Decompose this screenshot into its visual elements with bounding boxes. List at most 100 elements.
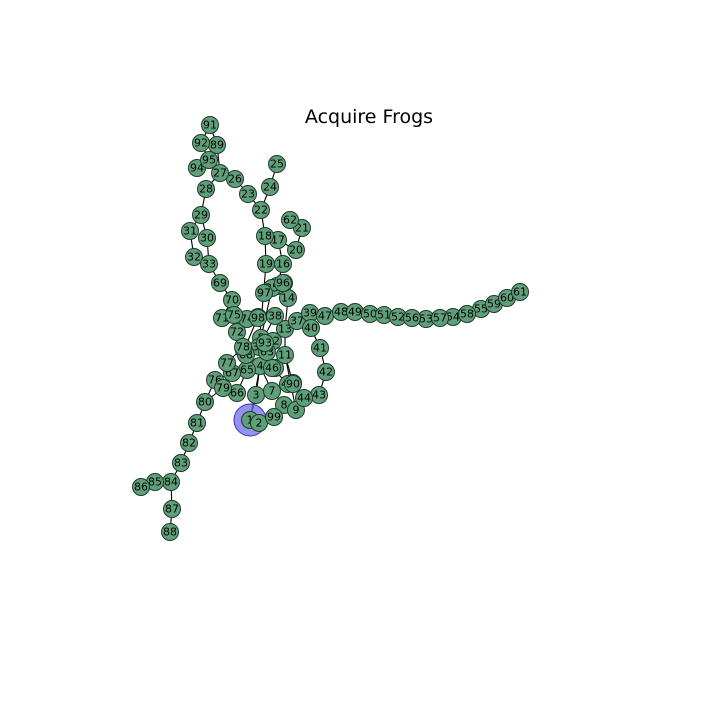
graph-node-16: 16 xyxy=(274,255,292,273)
node-label: 97 xyxy=(257,287,271,300)
node-circle xyxy=(274,274,292,292)
graph-node-82: 82 xyxy=(180,434,198,452)
graph-node-93: 93 xyxy=(256,334,274,352)
node-label: 16 xyxy=(276,258,290,271)
node-label: 51 xyxy=(377,309,391,322)
node-label: 47 xyxy=(318,310,332,323)
graph-node-40: 40 xyxy=(302,319,320,337)
node-label: 98 xyxy=(251,312,265,325)
graph-node-19: 19 xyxy=(257,255,275,273)
node-label: 70 xyxy=(225,294,239,307)
node-label: 93 xyxy=(258,337,272,350)
node-circle xyxy=(403,309,421,327)
node-label: 41 xyxy=(313,342,327,355)
node-label: 24 xyxy=(263,181,277,194)
node-label: 8 xyxy=(281,399,288,412)
node-circle xyxy=(268,155,286,173)
node-label: 25 xyxy=(270,158,284,171)
node-label: 7 xyxy=(269,385,276,398)
graph-node-56: 56 xyxy=(403,309,421,327)
node-label: 86 xyxy=(134,481,148,494)
node-circle xyxy=(225,306,243,324)
node-label: 56 xyxy=(405,312,419,325)
graph-node-95: 95 xyxy=(200,151,218,169)
graph-node-24: 24 xyxy=(261,178,279,196)
graph-node-86: 86 xyxy=(132,478,150,496)
node-label: 27 xyxy=(213,167,227,180)
graph-node-7: 7 xyxy=(263,382,281,400)
node-label: 14 xyxy=(281,292,295,305)
node-label: 43 xyxy=(312,389,326,402)
node-label: 54 xyxy=(446,311,460,324)
graph-node-90: 90 xyxy=(284,375,302,393)
node-label: 13 xyxy=(278,323,292,336)
graph-node-99: 99 xyxy=(265,408,283,426)
node-circle xyxy=(257,255,275,273)
node-label: 59 xyxy=(487,298,501,311)
graph-node-22: 22 xyxy=(252,201,270,219)
graph-node-32: 32 xyxy=(185,248,203,266)
node-label: 82 xyxy=(182,437,196,450)
chart-title: Acquire Frogs xyxy=(305,106,433,128)
node-label: 21 xyxy=(295,222,309,235)
node-circle xyxy=(180,434,198,452)
node-label: 4 xyxy=(257,360,264,373)
graph-node-80: 80 xyxy=(196,393,214,411)
node-label: 28 xyxy=(199,183,213,196)
graph-node-66: 66 xyxy=(228,384,246,402)
node-label: 9 xyxy=(293,404,300,417)
node-circle xyxy=(161,523,179,541)
node-label: 92 xyxy=(194,137,208,150)
node-circle xyxy=(281,211,299,229)
node-label: 96 xyxy=(276,277,290,290)
graph-node-96: 96 xyxy=(274,274,292,292)
graph-node-92: 92 xyxy=(192,134,210,152)
node-label: 22 xyxy=(254,204,268,217)
node-circle xyxy=(311,339,329,357)
graph-node-51: 51 xyxy=(375,306,393,324)
node-label: 17 xyxy=(271,234,285,247)
node-label: 29 xyxy=(194,209,208,222)
node-label: 95 xyxy=(202,154,216,167)
graph-node-43: 43 xyxy=(310,386,328,404)
graph-node-2: 2 xyxy=(250,414,268,432)
graph-node-97: 97 xyxy=(255,284,273,302)
node-circle xyxy=(295,389,313,407)
node-label: 23 xyxy=(241,188,255,201)
graph-node-38: 38 xyxy=(266,307,284,325)
node-label: 39 xyxy=(303,307,317,320)
graph-node-39: 39 xyxy=(301,304,319,322)
node-circle xyxy=(218,354,236,372)
graph-node-33: 33 xyxy=(200,255,218,273)
graph-node-29: 29 xyxy=(192,206,210,224)
node-label: 3 xyxy=(253,389,260,402)
node-label: 81 xyxy=(190,417,204,430)
graph-node-44: 44 xyxy=(295,389,313,407)
node-circle xyxy=(263,359,281,377)
node-circle xyxy=(192,206,210,224)
node-circle xyxy=(261,178,279,196)
node-circle xyxy=(172,454,190,472)
graph-node-62: 62 xyxy=(281,211,299,229)
node-circle xyxy=(287,241,305,259)
graph-node-70: 70 xyxy=(223,291,241,309)
graph-node-18: 18 xyxy=(256,227,274,245)
node-label: 57 xyxy=(433,312,447,325)
node-label: 44 xyxy=(297,392,311,405)
graph-node-50: 50 xyxy=(361,305,379,323)
graph-node-57: 57 xyxy=(431,309,449,327)
graph-node-65: 65 xyxy=(238,361,256,379)
graph-node-20: 20 xyxy=(287,241,305,259)
node-circle xyxy=(188,414,206,432)
node-circle xyxy=(163,500,181,518)
node-label: 58 xyxy=(460,308,474,321)
graph-node-3: 3 xyxy=(247,386,265,404)
graph-node-46: 46 xyxy=(263,359,281,377)
node-label: 79 xyxy=(216,382,230,395)
node-label: 65 xyxy=(240,364,254,377)
node-circle xyxy=(265,408,283,426)
graph-node-58: 58 xyxy=(458,305,476,323)
graph-node-52: 52 xyxy=(389,308,407,326)
graph-node-26: 26 xyxy=(226,170,244,188)
